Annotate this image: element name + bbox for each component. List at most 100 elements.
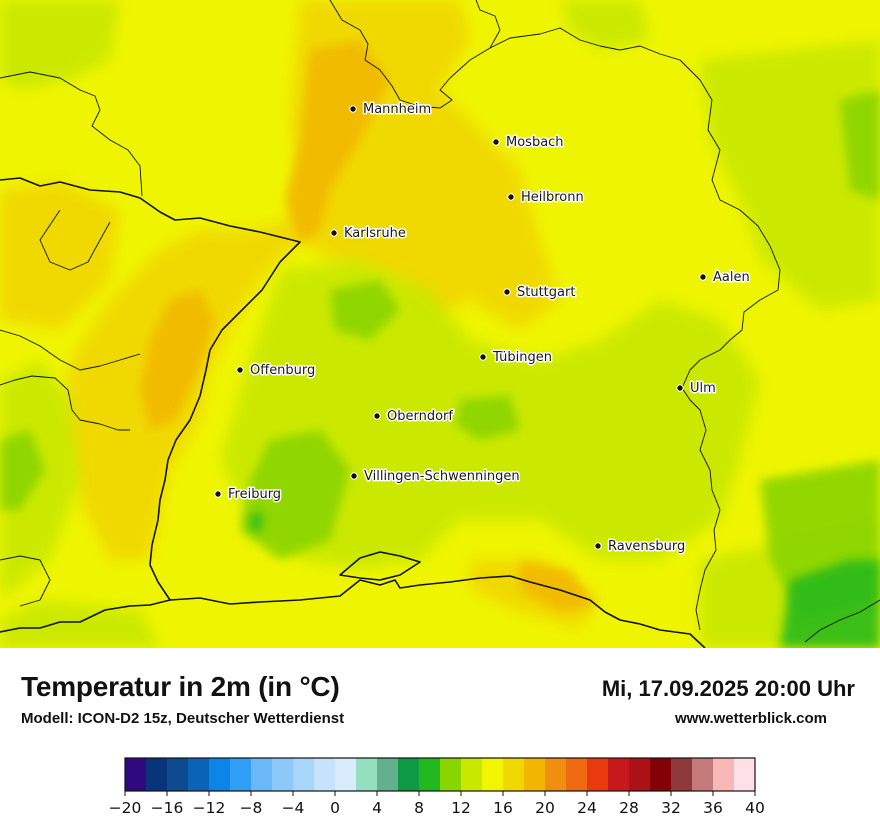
city-villingen-schwenningen: Villingen-Schwenningen [350, 468, 521, 486]
city-dot [594, 542, 602, 550]
legend-tick-label: 28 [619, 799, 639, 817]
city-heilbronn: Heilbronn [507, 189, 585, 207]
legend-swatch [293, 758, 315, 791]
city-label: Karlsruhe [344, 226, 406, 241]
legend-swatch [650, 758, 672, 791]
city-freiburg: Freiburg [214, 486, 283, 504]
city-mosbach: Mosbach [492, 134, 565, 152]
legend-swatch [146, 758, 168, 791]
city-label: Stuttgart [517, 285, 575, 300]
legend-swatch [524, 758, 546, 791]
temperature-field-18-20 [140, 40, 595, 612]
temperature-field-12-14 [0, 90, 880, 620]
temperature-field-10-12 [250, 512, 880, 648]
legend-swatch [440, 758, 462, 791]
legend-swatches [125, 758, 756, 791]
legend-swatch [398, 758, 420, 791]
legend-tick-label: −12 [193, 799, 226, 817]
legend-swatch [314, 758, 336, 791]
legend-frame [124, 757, 756, 792]
city-label: Ravensburg [608, 539, 685, 554]
city-ravensburg: Ravensburg [594, 538, 687, 556]
city-label: Aalen [713, 270, 750, 285]
city-label: Oberndorf [387, 409, 453, 424]
legend-swatch [461, 758, 483, 791]
legend-swatch [209, 758, 231, 791]
legend-tick-label: 8 [414, 799, 424, 817]
city-dot [676, 384, 684, 392]
legend-swatch [230, 758, 252, 791]
legend-swatch [356, 758, 378, 791]
city-dot [373, 412, 381, 420]
legend-swatch [377, 758, 399, 791]
city-dot [507, 193, 515, 201]
legend-swatch [713, 758, 735, 791]
city-label: Mosbach [506, 135, 564, 150]
legend-ticks: −20 −16 −12 −8 −4 0 4 8 12 16 20 24 28 32 36 40 [109, 791, 765, 817]
legend-tick-label: 12 [451, 799, 471, 817]
legend-tick-label: −16 [151, 799, 184, 817]
legend-swatch [482, 758, 504, 791]
map-title: Temperatur in 2m (in °C) [21, 671, 340, 702]
legend-swatch [335, 758, 357, 791]
legend-tick-label: 0 [330, 799, 340, 817]
city-dot [214, 490, 222, 498]
city-label: Freiburg [228, 487, 281, 502]
legend-swatch [671, 758, 693, 791]
legend-tick-label: 4 [372, 799, 382, 817]
legend-tick-label: 16 [493, 799, 513, 817]
legend-swatch [629, 758, 651, 791]
legend-tick-label: 24 [577, 799, 597, 817]
website-link[interactable]: www.wetterblick.com [675, 710, 827, 727]
region-borders [0, 0, 880, 643]
city-dot [350, 472, 358, 480]
legend-swatch [419, 758, 441, 791]
color-scale-legend: −20 −16 −12 −8 −4 0 4 8 12 16 20 24 28 32 36 40 [109, 757, 765, 817]
city-dot [479, 353, 487, 361]
city-dot [330, 229, 338, 237]
legend-swatch [251, 758, 273, 791]
legend-tick-label: −4 [282, 799, 305, 817]
legend-tick-label: −20 [109, 799, 142, 817]
legend-swatch [188, 758, 210, 791]
city-label: Tübingen [492, 350, 552, 365]
forecast-datetime: Mi, 17.09.2025 20:00 Uhr [601, 676, 855, 701]
city-dot [503, 288, 511, 296]
legend-tick-label: −8 [240, 799, 263, 817]
city-label: Offenburg [250, 363, 315, 378]
temperature-map: Mannheim Mosbach Heilbronn Karlsruhe Aalen St… [0, 0, 880, 648]
legend-tick-label: 32 [661, 799, 681, 817]
city-label: Heilbronn [521, 190, 584, 205]
city-label: Mannheim [363, 102, 431, 117]
city-aalen: Aalen [699, 269, 751, 287]
legend-swatch [587, 758, 609, 791]
legend-swatch [545, 758, 567, 791]
city-mannheim: Mannheim [349, 101, 433, 119]
legend-swatch [608, 758, 630, 791]
city-stuttgart: Stuttgart [503, 284, 577, 302]
city-oberndorf: Oberndorf [373, 408, 455, 426]
city-ulm: Ulm [676, 380, 717, 398]
legend-swatch [734, 758, 756, 791]
city-t-bingen: Tübingen [479, 349, 554, 367]
legend-swatch [272, 758, 294, 791]
city-dot [236, 366, 244, 374]
city-karlsruhe: Karlsruhe [330, 225, 407, 243]
model-source: Modell: ICON-D2 15z, Deutscher Wetterdie… [21, 710, 345, 727]
legend-swatch [692, 758, 714, 791]
city-label: Ulm [690, 381, 716, 396]
city-dot [492, 138, 500, 146]
city-offenburg: Offenburg [236, 362, 317, 380]
city-label: Villingen-Schwenningen [364, 469, 520, 484]
city-dot [349, 105, 357, 113]
legend-swatch [167, 758, 189, 791]
legend-tick-label: 36 [703, 799, 723, 817]
city-dot [699, 273, 707, 281]
legend-swatch [503, 758, 525, 791]
city-markers: Mannheim Mosbach Heilbronn Karlsruhe Aalen St… [214, 101, 751, 556]
legend-swatch [125, 758, 147, 791]
legend-swatch [566, 758, 588, 791]
border-lines [0, 177, 706, 648]
legend-tick-label: 20 [535, 799, 555, 817]
legend-tick-label: 40 [745, 799, 765, 817]
